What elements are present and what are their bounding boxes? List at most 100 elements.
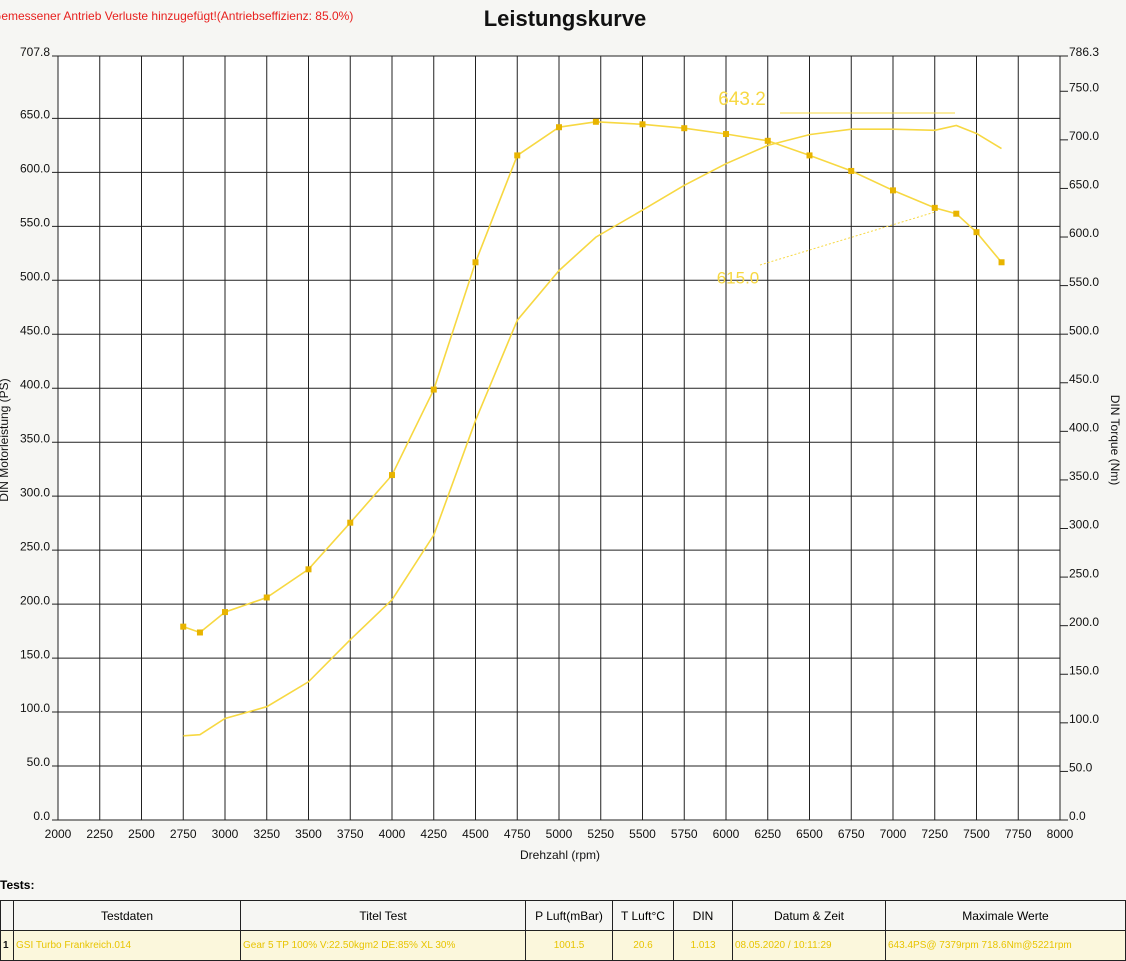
marker bbox=[514, 152, 521, 159]
y2-tick-label: 650.0 bbox=[1069, 178, 1099, 192]
y2-tick-label: 750.0 bbox=[1069, 80, 1099, 94]
x-tick-label: 4500 bbox=[462, 827, 489, 841]
header-cell: T Luft°C bbox=[612, 900, 674, 931]
y-tick-label: 550.0 bbox=[20, 216, 50, 230]
y2-axis-label: DIN Torque (Nm) bbox=[1108, 395, 1122, 485]
y-tick-label: 500.0 bbox=[20, 269, 50, 283]
marker bbox=[806, 152, 813, 159]
table: Testdaten Titel Test P Luft(mBar) T Luft… bbox=[0, 900, 1126, 961]
cell: 1 bbox=[0, 930, 14, 961]
x-tick-label: 7500 bbox=[963, 827, 990, 841]
x-tick-label: 8000 bbox=[1047, 827, 1074, 841]
marker bbox=[472, 259, 479, 266]
x-axis-label: Drehzahl (rpm) bbox=[520, 848, 600, 862]
header-cell: P Luft(mBar) bbox=[525, 900, 613, 931]
y2-tick-label: 350.0 bbox=[1069, 469, 1099, 483]
y-tick-label: 650.0 bbox=[20, 108, 50, 122]
y-tick-label: 0.0 bbox=[33, 809, 50, 823]
marker bbox=[953, 210, 960, 217]
marker bbox=[890, 187, 896, 194]
x-tick-label: 4250 bbox=[420, 827, 447, 841]
x-tick-label: 4750 bbox=[504, 827, 531, 841]
y2-tick-label: 100.0 bbox=[1069, 712, 1099, 726]
x-tick-label: 7000 bbox=[880, 827, 907, 841]
x-tick-label: 5250 bbox=[587, 827, 614, 841]
y-tick-label: 100.0 bbox=[20, 701, 50, 715]
x-tick-label: 7250 bbox=[921, 827, 948, 841]
y-tick-label: 250.0 bbox=[20, 539, 50, 553]
y2-tick-label: 0.0 bbox=[1069, 809, 1086, 823]
header-cell: Maximale Werte bbox=[885, 900, 1126, 931]
x-tick-label: 2750 bbox=[170, 827, 197, 841]
y-tick-label: 350.0 bbox=[20, 431, 50, 445]
data-row: 1 GSI Turbo Frankreich.014 Gear 5 TP 100… bbox=[0, 930, 1126, 961]
x-tick-label: 3500 bbox=[295, 827, 322, 841]
y2-tick-label: 700.0 bbox=[1069, 129, 1099, 143]
marker bbox=[998, 259, 1005, 266]
marker bbox=[430, 386, 437, 393]
cell: 20.6 bbox=[612, 930, 674, 961]
header-cell bbox=[0, 900, 14, 931]
x-tick-label: 3000 bbox=[212, 827, 239, 841]
marker bbox=[222, 609, 228, 616]
cell: 643.4PS@ 7379rpm 718.6Nm@5221rpm bbox=[885, 930, 1126, 961]
y-axis-label: DIN Motorleistung (PS) bbox=[0, 378, 11, 501]
chart-title: Leistungskurve bbox=[484, 6, 647, 31]
y2-tick-label: 50.0 bbox=[1069, 761, 1093, 775]
y2-tick-label: 300.0 bbox=[1069, 518, 1099, 532]
y2-tick-label: 500.0 bbox=[1069, 323, 1099, 337]
x-tick-label: 6250 bbox=[754, 827, 781, 841]
y-tick-label: 150.0 bbox=[20, 647, 50, 661]
marker bbox=[848, 167, 855, 174]
header-cell: DIN bbox=[673, 900, 733, 931]
marker bbox=[347, 519, 354, 526]
table-title: Tests: bbox=[0, 878, 35, 892]
y2-tick-label: 400.0 bbox=[1069, 421, 1099, 435]
y-tick-label: 450.0 bbox=[20, 323, 50, 337]
x-tick-label: 3750 bbox=[337, 827, 364, 841]
marker bbox=[973, 229, 980, 236]
cell: GSI Turbo Frankreich.014 bbox=[13, 930, 241, 961]
marker bbox=[639, 121, 646, 128]
annotation: 615.0 bbox=[717, 268, 760, 287]
x-tick-label: 4000 bbox=[379, 827, 406, 841]
marker bbox=[723, 131, 729, 138]
x-tick-label: 2500 bbox=[128, 827, 155, 841]
y-tick-label: 200.0 bbox=[20, 593, 50, 607]
marker bbox=[305, 566, 312, 573]
y2-tick-label: 250.0 bbox=[1069, 566, 1099, 580]
y-tick-label: 50.0 bbox=[27, 755, 51, 769]
marker bbox=[263, 594, 270, 601]
x-tick-label: 5000 bbox=[546, 827, 573, 841]
cell: 1001.5 bbox=[525, 930, 613, 961]
y2-tick-label: 600.0 bbox=[1069, 226, 1099, 240]
x-tick-label: 2250 bbox=[86, 827, 113, 841]
header-cell: Testdaten bbox=[13, 900, 241, 931]
y-tick-label: 600.0 bbox=[20, 162, 50, 176]
y2-tick-label: 550.0 bbox=[1069, 275, 1099, 289]
x-tick-label: 7750 bbox=[1005, 827, 1032, 841]
y2-tick-label: 786.3 bbox=[1069, 45, 1099, 59]
chart: Gemessener Antrieb Verluste hinzugefügt!… bbox=[0, 6, 1122, 862]
marker bbox=[931, 204, 938, 211]
header-row: Testdaten Titel Test P Luft(mBar) T Luft… bbox=[0, 900, 1126, 931]
cell: 08.05.2020 / 10:11:29 bbox=[732, 930, 886, 961]
cell: 1.013 bbox=[673, 930, 733, 961]
y2-tick-label: 200.0 bbox=[1069, 615, 1099, 629]
marker bbox=[592, 118, 599, 125]
marker bbox=[196, 629, 203, 636]
x-tick-label: 2000 bbox=[45, 827, 72, 841]
y-tick-label: 400.0 bbox=[20, 377, 50, 391]
annotation-leader bbox=[759, 211, 936, 266]
x-tick-label: 5500 bbox=[629, 827, 656, 841]
x-tick-label: 6000 bbox=[713, 827, 740, 841]
header-cell: Datum & Zeit bbox=[732, 900, 886, 931]
header-cell: Titel Test bbox=[240, 900, 526, 931]
marker bbox=[556, 124, 562, 131]
y-tick-label: 707.8 bbox=[20, 45, 50, 59]
x-tick-label: 5750 bbox=[671, 827, 698, 841]
marker bbox=[389, 472, 395, 479]
marker bbox=[681, 125, 688, 132]
x-tick-label: 3250 bbox=[253, 827, 280, 841]
